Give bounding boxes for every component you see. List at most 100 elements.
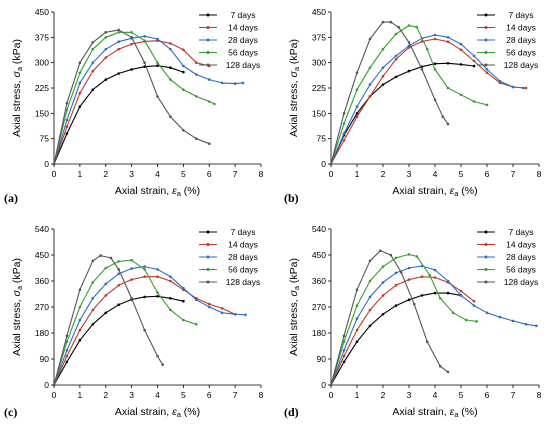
data-point xyxy=(130,258,133,262)
x-tick-label: 3 xyxy=(407,390,412,400)
legend-marker xyxy=(206,26,210,29)
data-point xyxy=(182,48,185,52)
data-point xyxy=(446,370,450,374)
data-point xyxy=(342,122,346,125)
y-tick-label: 540 xyxy=(35,224,49,234)
x-tick-label: 6 xyxy=(485,390,490,400)
data-point xyxy=(143,61,146,64)
series-line-128-days xyxy=(53,255,164,386)
data-point xyxy=(182,64,185,68)
data-point xyxy=(156,291,159,294)
legend-marker xyxy=(484,243,488,246)
series-line-56-days xyxy=(53,31,215,165)
data-point xyxy=(342,334,346,338)
data-point xyxy=(394,54,398,58)
data-point xyxy=(420,275,424,279)
data-point xyxy=(130,278,133,281)
legend-marker xyxy=(206,268,210,271)
data-point xyxy=(78,338,82,342)
data-point xyxy=(52,162,56,166)
legend-label: 7 days xyxy=(230,227,255,237)
x-tick-label: 6 xyxy=(207,169,212,179)
x-tick-label: 0 xyxy=(329,169,334,179)
y-axis-label: Axial stress, σa (kPa) xyxy=(11,39,24,137)
data-point xyxy=(156,95,159,98)
y-tick-label: 360 xyxy=(35,276,49,286)
data-point xyxy=(472,64,476,68)
x-tick-label: 8 xyxy=(259,169,264,179)
x-tick-label: 4 xyxy=(433,169,438,179)
x-axis-label: Axial strain, εa (%) xyxy=(392,185,477,198)
data-point xyxy=(182,286,185,290)
legend-label: 7 days xyxy=(508,227,533,237)
data-point xyxy=(78,61,82,64)
data-point xyxy=(511,319,515,323)
data-point xyxy=(485,311,489,315)
data-point xyxy=(91,88,95,91)
data-point xyxy=(420,294,424,297)
data-point xyxy=(511,85,515,89)
data-point xyxy=(143,328,146,332)
data-point xyxy=(104,31,108,34)
legend-marker xyxy=(484,280,488,284)
x-tick-label: 4 xyxy=(433,390,438,400)
y-tick-label: 150 xyxy=(312,108,326,118)
data-point xyxy=(394,75,398,79)
data-point xyxy=(182,128,185,132)
data-point xyxy=(182,88,185,91)
data-point xyxy=(355,105,359,108)
data-point xyxy=(104,311,108,315)
data-point xyxy=(65,125,69,129)
data-point xyxy=(407,298,411,302)
data-point xyxy=(329,162,333,166)
data-point xyxy=(407,69,411,73)
x-tick-label: 6 xyxy=(207,390,212,400)
data-point xyxy=(472,59,476,63)
series-line-128-days xyxy=(53,29,210,165)
data-point xyxy=(412,302,416,306)
x-tick-label: 1 xyxy=(78,169,83,179)
data-point xyxy=(368,308,372,312)
data-point xyxy=(485,71,489,75)
data-point xyxy=(379,249,382,252)
data-point xyxy=(213,102,216,106)
data-point xyxy=(355,328,359,332)
data-point xyxy=(169,297,172,300)
data-point xyxy=(433,68,437,71)
data-point xyxy=(459,63,463,66)
data-point xyxy=(233,312,237,316)
panel-label: (c) xyxy=(4,405,17,419)
data-point xyxy=(65,118,69,122)
legend-marker xyxy=(206,63,210,67)
data-point xyxy=(117,260,120,263)
data-point xyxy=(451,311,455,315)
data-point xyxy=(91,297,95,300)
x-tick-label: 8 xyxy=(259,390,264,400)
legend-marker xyxy=(206,13,210,17)
panel-c: 0 1 2 3 4 5 6 7 8 0 90 180 270 360 450 540 Axial strain,… xyxy=(4,224,264,419)
data-point xyxy=(143,268,146,271)
y-axis-label: Axial stress, σa (kPa) xyxy=(288,39,301,137)
data-point xyxy=(381,312,385,316)
data-point xyxy=(65,340,69,344)
data-point xyxy=(156,295,159,298)
data-point xyxy=(407,44,411,48)
y-axis-label: Axial stress, σa (kPa) xyxy=(11,258,24,356)
y-tick-label: 300 xyxy=(35,58,49,68)
data-point xyxy=(368,324,372,328)
data-point xyxy=(368,37,372,41)
data-point xyxy=(65,132,69,135)
legend-label: 14 days xyxy=(228,240,258,250)
legend-marker xyxy=(484,63,488,67)
data-point xyxy=(91,281,95,284)
data-point xyxy=(329,383,333,387)
data-point xyxy=(65,349,69,352)
y-tick-label: 540 xyxy=(312,224,326,234)
data-point xyxy=(91,69,95,73)
x-tick-label: 7 xyxy=(511,390,516,400)
panel-d: 0 1 2 3 4 5 6 7 8 0 90 180 270 360 450 540 Axial strain,… xyxy=(284,224,542,419)
series-line-14-days xyxy=(53,40,210,165)
legend-marker xyxy=(206,51,210,54)
data-point xyxy=(524,323,528,326)
